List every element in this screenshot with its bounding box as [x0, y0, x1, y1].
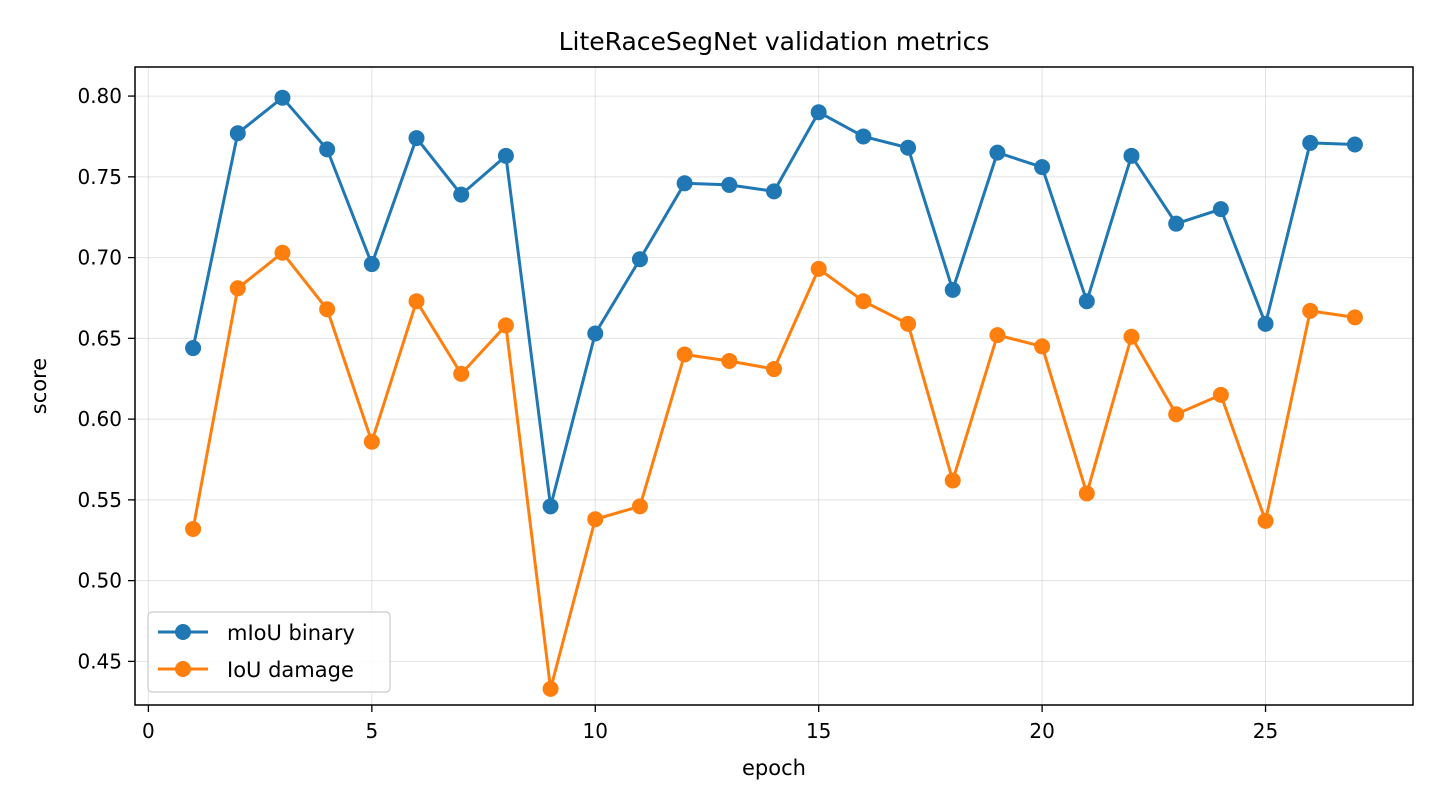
y-axis: 0.45 0.50 0.55 0.60 0.65 0.70 0.75 0.80	[77, 84, 135, 673]
data-point-iou-damage	[1123, 328, 1140, 345]
y-tick-label: 0.45	[77, 649, 122, 673]
data-point-miou-binary	[944, 281, 961, 298]
data-point-iou-damage	[185, 520, 202, 537]
data-point-miou-binary	[319, 141, 336, 158]
data-point-miou-binary	[542, 498, 559, 515]
data-point-iou-damage	[766, 361, 782, 378]
data-point-iou-damage	[944, 472, 961, 489]
data-point-miou-binary	[1257, 315, 1274, 332]
data-point-miou-binary	[229, 125, 246, 142]
data-point-iou-damage	[989, 327, 1006, 344]
data-point-iou-damage	[900, 315, 917, 332]
y-tick-label: 0.55	[77, 488, 122, 512]
data-point-iou-damage	[1346, 309, 1363, 326]
data-point-miou-binary	[989, 144, 1006, 161]
data-point-iou-damage	[1257, 512, 1274, 529]
data-point-miou-binary	[1034, 159, 1051, 176]
grid-lines	[135, 67, 1413, 705]
data-point-miou-binary	[363, 256, 380, 273]
legend: mIoU binary IoU damage	[147, 611, 391, 693]
data-point-miou-binary	[1168, 215, 1185, 232]
data-point-iou-damage	[229, 280, 246, 297]
series-layer	[185, 89, 1363, 697]
y-axis-label: score	[27, 358, 51, 414]
data-point-iou-damage	[587, 511, 604, 528]
data-point-miou-binary	[1302, 134, 1319, 151]
y-tick-label: 0.80	[77, 84, 122, 108]
x-tick-label: 20	[1029, 719, 1054, 743]
data-point-miou-binary	[1078, 293, 1095, 310]
data-point-iou-damage	[721, 352, 738, 369]
y-tick-label: 0.75	[77, 165, 122, 189]
x-axis-label: epoch	[742, 756, 806, 780]
data-point-iou-damage	[542, 680, 559, 697]
data-point-iou-damage	[453, 365, 470, 382]
data-point-iou-damage	[631, 498, 648, 515]
data-point-miou-binary	[631, 251, 648, 268]
data-point-miou-binary	[1212, 201, 1229, 218]
data-point-miou-binary	[497, 147, 514, 164]
data-point-iou-damage	[676, 346, 693, 363]
data-point-iou-damage	[408, 293, 425, 310]
data-point-miou-binary	[274, 89, 291, 106]
legend-swatch-marker-iou-damage	[175, 661, 191, 677]
data-point-iou-damage	[497, 317, 514, 334]
y-tick-label: 0.65	[77, 326, 122, 350]
data-point-iou-damage	[363, 433, 380, 450]
data-point-iou-damage	[1034, 338, 1051, 355]
data-point-miou-binary	[676, 175, 693, 192]
data-point-miou-binary	[900, 139, 917, 156]
data-point-iou-damage	[1212, 386, 1229, 403]
x-tick-label: 25	[1253, 719, 1278, 743]
y-tick-label: 0.50	[77, 569, 122, 593]
data-point-iou-damage	[810, 260, 827, 277]
chart-title: LiteRaceSegNet validation metrics	[559, 27, 990, 56]
x-tick-label: 10	[583, 719, 608, 743]
data-point-miou-binary	[408, 130, 425, 147]
data-point-miou-binary	[587, 325, 604, 342]
data-point-iou-damage	[1078, 485, 1095, 502]
data-point-miou-binary	[810, 104, 827, 121]
series-miou-binary	[185, 89, 1363, 515]
legend-box	[147, 611, 391, 693]
plot-frame	[134, 66, 1414, 706]
legend-label-iou-damage: IoU damage	[227, 658, 354, 682]
y-tick-label: 0.70	[77, 246, 122, 270]
legend-label-miou: mIoU binary	[227, 621, 355, 645]
data-point-iou-damage	[274, 244, 291, 261]
x-tick-label: 5	[365, 719, 378, 743]
data-point-iou-damage	[855, 293, 872, 310]
data-point-miou-binary	[766, 183, 782, 200]
data-point-iou-damage	[1168, 406, 1185, 423]
x-tick-label: 0	[142, 719, 155, 743]
data-point-iou-damage	[319, 301, 336, 318]
y-tick-label: 0.60	[77, 407, 122, 431]
data-point-miou-binary	[1346, 136, 1363, 153]
data-point-miou-binary	[1123, 147, 1140, 164]
data-point-iou-damage	[1302, 302, 1319, 319]
x-tick-label: 15	[806, 719, 831, 743]
series-iou-damage	[185, 244, 1363, 697]
data-point-miou-binary	[453, 186, 470, 203]
data-point-miou-binary	[855, 128, 872, 145]
x-axis: 0 5 10 15 20 25	[142, 705, 1278, 743]
data-point-miou-binary	[185, 340, 202, 357]
legend-swatch-marker-miou	[175, 624, 191, 640]
data-point-miou-binary	[721, 176, 738, 193]
